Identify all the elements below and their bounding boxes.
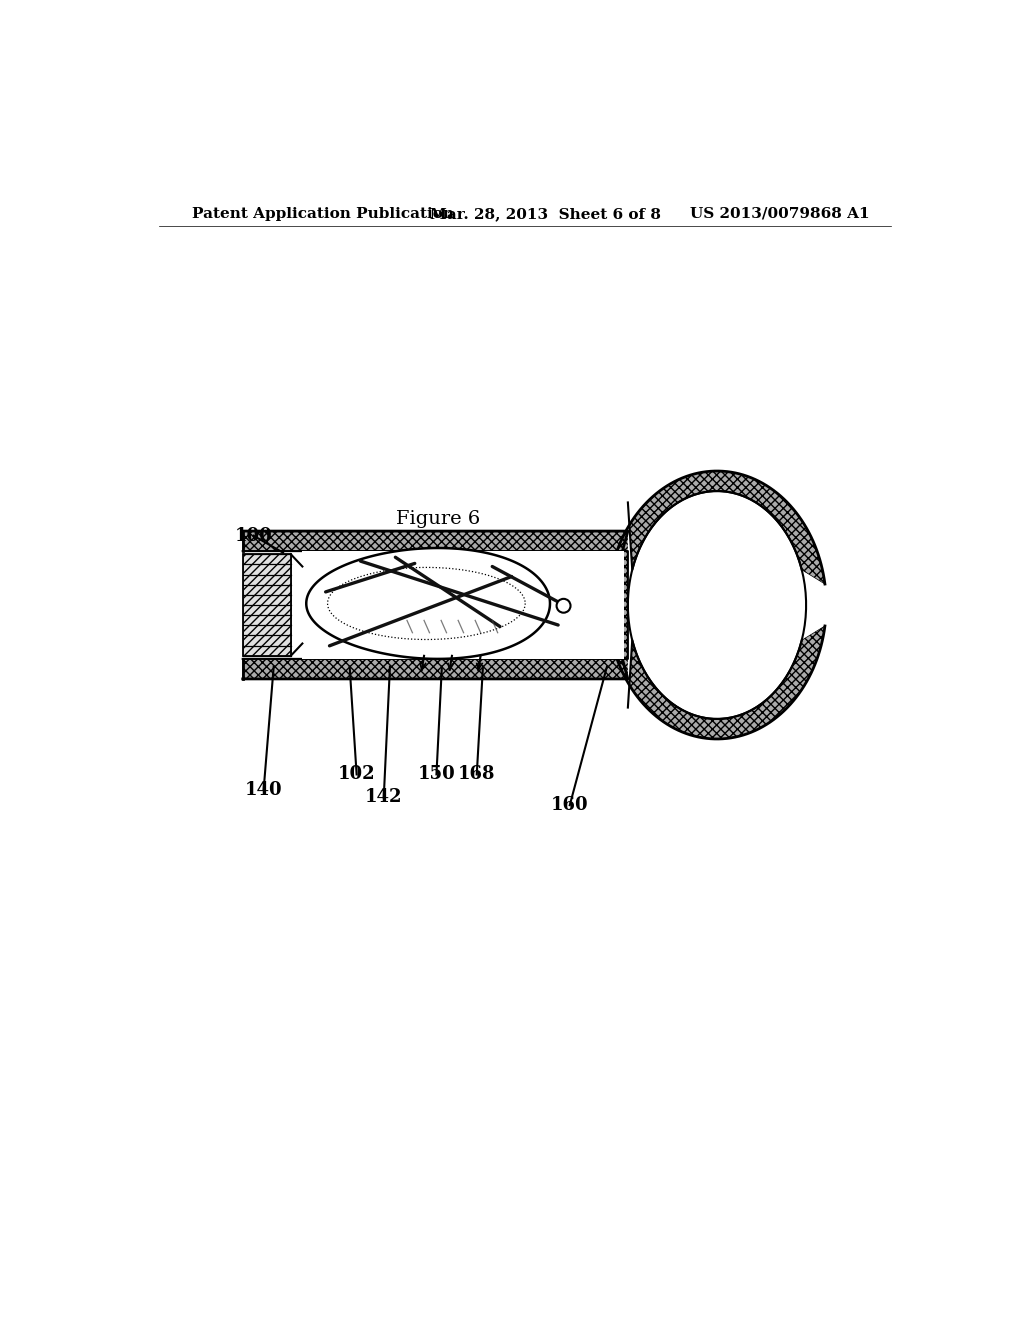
Text: Figure 6: Figure 6 [396,510,480,528]
Text: 140: 140 [245,781,283,799]
Text: 142: 142 [365,788,402,807]
Polygon shape [628,491,806,719]
Polygon shape [306,548,550,659]
Text: Patent Application Publication: Patent Application Publication [191,207,454,220]
Bar [302,552,624,659]
Polygon shape [243,531,825,739]
Text: 100: 100 [234,527,272,545]
Text: 168: 168 [458,766,496,783]
Text: 150: 150 [418,766,456,783]
Bar [243,554,291,656]
Text: US 2013/0079868 A1: US 2013/0079868 A1 [690,207,869,220]
Text: 102: 102 [338,766,376,783]
Bar [243,554,291,656]
Polygon shape [243,471,825,678]
Circle shape [557,599,570,612]
Text: 160: 160 [551,796,589,814]
Text: Mar. 28, 2013  Sheet 6 of 8: Mar. 28, 2013 Sheet 6 of 8 [430,207,662,220]
